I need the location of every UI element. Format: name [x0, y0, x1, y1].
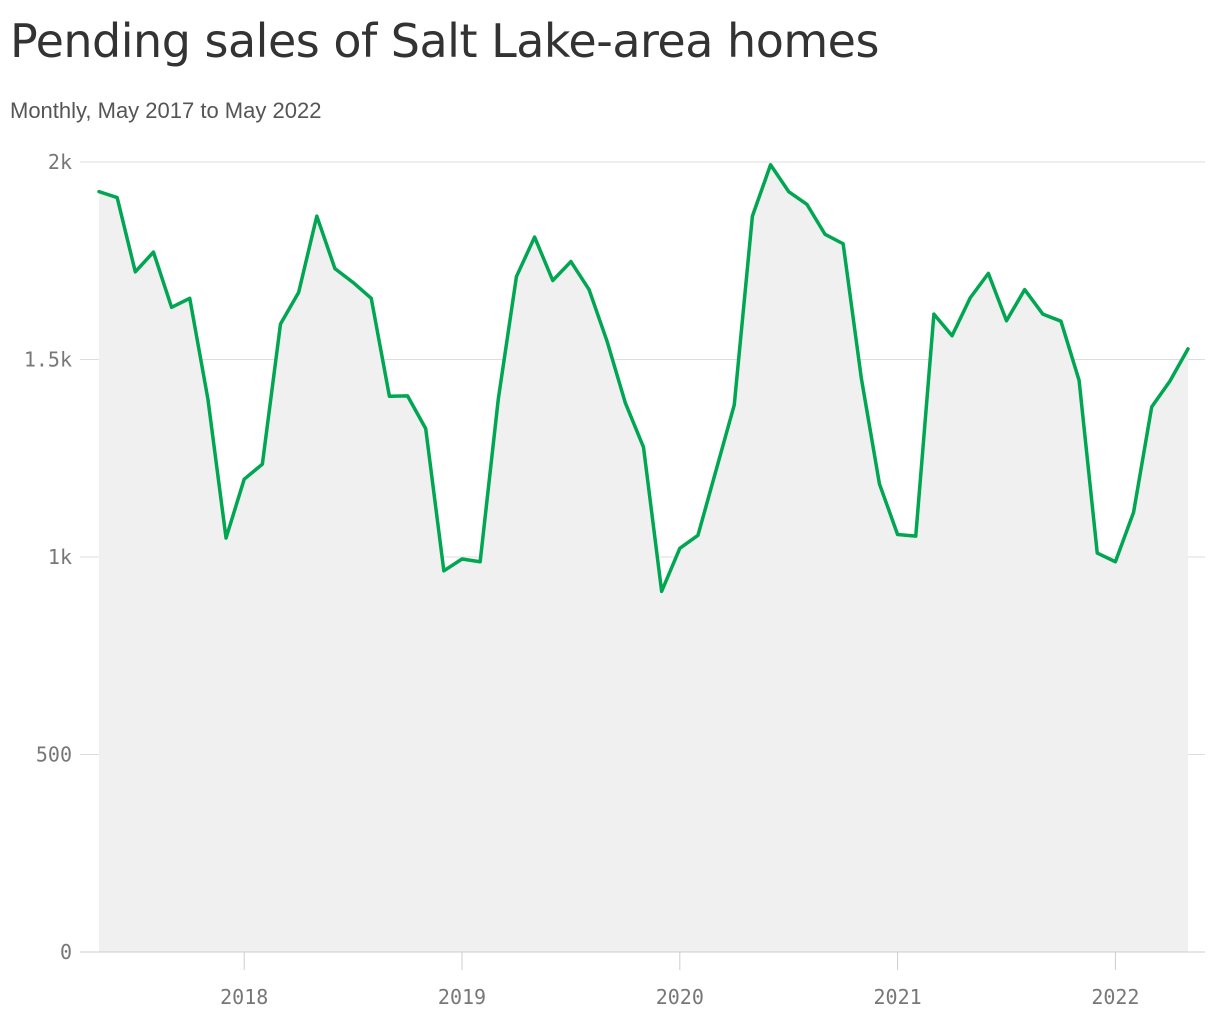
data-point[interactable]: [220, 532, 232, 544]
data-point[interactable]: [1019, 284, 1031, 296]
data-point[interactable]: [710, 464, 722, 476]
y-tick-label: 0: [60, 940, 72, 964]
x-tick-label: 2020: [656, 985, 704, 1009]
data-point[interactable]: [492, 393, 504, 405]
data-point[interactable]: [1037, 308, 1049, 320]
data-point[interactable]: [692, 529, 704, 541]
data-point[interactable]: [855, 372, 867, 384]
data-point[interactable]: [1055, 315, 1067, 327]
data-point[interactable]: [1073, 374, 1085, 386]
data-point[interactable]: [837, 238, 849, 250]
y-tick-label: 500: [36, 743, 72, 767]
data-point[interactable]: [1164, 375, 1176, 387]
data-point[interactable]: [166, 301, 178, 313]
data-point[interactable]: [147, 246, 159, 258]
x-tick-label: 2021: [874, 985, 922, 1009]
data-point[interactable]: [329, 263, 341, 275]
data-point[interactable]: [619, 397, 631, 409]
data-point[interactable]: [819, 228, 831, 240]
data-point[interactable]: [510, 271, 522, 283]
data-point[interactable]: [910, 530, 922, 542]
data-point[interactable]: [311, 210, 323, 222]
data-point[interactable]: [456, 553, 468, 565]
data-point[interactable]: [656, 585, 668, 597]
x-tick-label: 2022: [1091, 985, 1139, 1009]
data-point[interactable]: [1001, 315, 1013, 327]
data-point[interactable]: [674, 542, 686, 554]
data-point[interactable]: [420, 423, 432, 435]
data-point[interactable]: [565, 256, 577, 268]
data-point[interactable]: [765, 159, 777, 171]
data-point[interactable]: [438, 565, 450, 577]
data-point[interactable]: [1182, 343, 1194, 355]
data-point[interactable]: [982, 267, 994, 279]
y-tick-label: 2k: [48, 150, 72, 174]
y-tick-label: 1k: [48, 545, 72, 569]
data-point[interactable]: [238, 473, 250, 485]
data-point[interactable]: [256, 458, 268, 470]
data-point[interactable]: [583, 284, 595, 296]
data-point[interactable]: [1109, 556, 1121, 568]
data-point[interactable]: [275, 318, 287, 330]
chart-title: Pending sales of Salt Lake-area homes: [10, 14, 879, 68]
data-point[interactable]: [402, 390, 414, 402]
data-point[interactable]: [547, 275, 559, 287]
data-point[interactable]: [202, 393, 214, 405]
data-point[interactable]: [746, 210, 758, 222]
x-tick-label: 2018: [220, 985, 268, 1009]
data-point[interactable]: [873, 478, 885, 490]
data-point[interactable]: [365, 292, 377, 304]
area-fill: [99, 164, 1188, 952]
data-point[interactable]: [1146, 401, 1158, 413]
data-point[interactable]: [1091, 547, 1103, 559]
y-tick-label: 1.5k: [24, 348, 72, 372]
data-point[interactable]: [529, 231, 541, 243]
data-point[interactable]: [964, 292, 976, 304]
data-point[interactable]: [184, 292, 196, 304]
data-point[interactable]: [946, 330, 958, 342]
data-point[interactable]: [347, 276, 359, 288]
data-point[interactable]: [474, 556, 486, 568]
data-point[interactable]: [892, 528, 904, 540]
data-point[interactable]: [783, 186, 795, 198]
data-point[interactable]: [129, 266, 141, 278]
data-point[interactable]: [728, 399, 740, 411]
data-point[interactable]: [928, 308, 940, 320]
chart-subtitle: Monthly, May 2017 to May 2022: [10, 98, 322, 123]
data-point[interactable]: [111, 192, 123, 204]
series-line: [97, 163, 1190, 594]
data-point[interactable]: [383, 390, 395, 402]
data-point[interactable]: [801, 198, 813, 210]
data-point[interactable]: [601, 336, 613, 348]
data-point[interactable]: [93, 186, 105, 198]
data-point[interactable]: [638, 441, 650, 453]
data-point[interactable]: [1128, 506, 1140, 518]
x-tick-label: 2019: [438, 985, 486, 1009]
data-point[interactable]: [293, 286, 305, 298]
